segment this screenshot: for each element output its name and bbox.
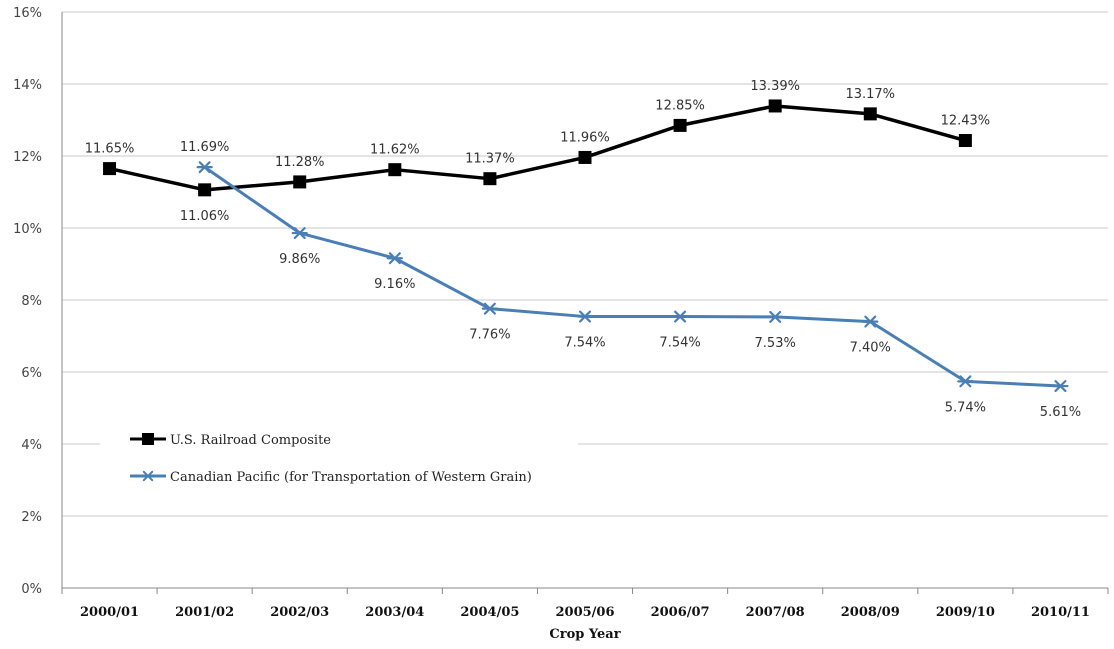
data-label: 5.61% bbox=[1040, 405, 1081, 420]
data-label: 7.54% bbox=[564, 336, 605, 351]
legend-marker bbox=[141, 470, 155, 482]
data-point bbox=[198, 183, 212, 197]
data-point bbox=[768, 99, 782, 113]
y-tick-label: 14% bbox=[13, 78, 42, 93]
y-tick-label: 10% bbox=[13, 222, 42, 237]
series-group: 11.65% 11.06% 11.28% 11.62% 11.37% 11.96% 12.8… bbox=[85, 79, 1081, 420]
data-label: 11.37% bbox=[465, 152, 515, 167]
x-tick-label: 2010/11 bbox=[1031, 605, 1090, 620]
x-tick-label: 2008/09 bbox=[841, 605, 900, 620]
data-label: 7.54% bbox=[659, 336, 700, 351]
x-tick-label: 2001/02 bbox=[175, 605, 234, 620]
data-point bbox=[291, 227, 308, 240]
data-label: 12.85% bbox=[655, 98, 705, 113]
y-tick-label: 8% bbox=[21, 294, 42, 309]
data-label: 5.74% bbox=[945, 400, 986, 415]
data-point bbox=[576, 310, 594, 323]
data-point bbox=[578, 150, 592, 164]
data-point bbox=[957, 375, 974, 388]
series-line bbox=[203, 165, 1061, 388]
y-tick-label: 16% bbox=[13, 6, 42, 21]
data-label: 11.62% bbox=[370, 143, 420, 158]
legend: U.S. Railroad Composite Canadian Pacific … bbox=[100, 418, 578, 500]
data-point bbox=[196, 161, 213, 174]
data-point bbox=[388, 163, 402, 177]
legend-background bbox=[100, 418, 578, 500]
legend-marker bbox=[142, 433, 154, 445]
data-label: 12.43% bbox=[941, 114, 991, 129]
x-tick-label: 2002/03 bbox=[270, 605, 329, 620]
data-label: 11.69% bbox=[180, 140, 230, 155]
x-tick-label: 2009/10 bbox=[936, 605, 995, 620]
x-axis-label: Crop Year bbox=[549, 627, 620, 642]
data-label: 11.65% bbox=[85, 142, 135, 157]
x-tick-label: 2003/04 bbox=[365, 605, 424, 620]
data-label: 7.76% bbox=[469, 328, 510, 343]
data-point bbox=[671, 310, 689, 323]
x-tick-label: 2000/01 bbox=[80, 605, 139, 620]
y-tick-label: 4% bbox=[21, 438, 42, 453]
data-label: 9.86% bbox=[279, 252, 320, 267]
data-point bbox=[483, 172, 497, 186]
x-tick-label: 2004/05 bbox=[460, 605, 519, 620]
y-tick-labels: 0% 2% 4% 6% 8% 10% 12% 14% 16% bbox=[13, 6, 42, 597]
y-tick-label: 0% bbox=[21, 582, 42, 597]
data-label: 13.17% bbox=[845, 87, 895, 102]
x-tick-label: 2005/06 bbox=[555, 605, 614, 620]
legend-label: Canadian Pacific (for Transportation of … bbox=[170, 470, 532, 485]
data-label: 7.53% bbox=[755, 336, 796, 351]
x-tick-labels: 2000/01 2001/02 2002/03 2003/04 2004/05 2005/… bbox=[61, 588, 1109, 620]
data-label: 11.28% bbox=[275, 155, 325, 170]
data-point bbox=[863, 107, 877, 121]
series-1: 11.69% 9.86% 9.16% 7.76% 7.54% 7.54% 7.53% 7.40… bbox=[180, 140, 1081, 420]
x-tick-label: 2007/08 bbox=[746, 605, 805, 620]
data-point bbox=[386, 252, 403, 265]
data-point bbox=[293, 175, 307, 189]
legend-label: U.S. Railroad Composite bbox=[170, 433, 331, 448]
series-0: 11.65% 11.06% 11.28% 11.62% 11.37% 11.96% 12.8… bbox=[85, 79, 990, 224]
data-label: 7.40% bbox=[850, 341, 891, 356]
x-tick-label: 2006/07 bbox=[651, 605, 710, 620]
y-tick-label: 2% bbox=[21, 510, 42, 525]
data-point bbox=[767, 310, 784, 323]
data-label: 9.16% bbox=[374, 277, 415, 292]
y-tick-label: 12% bbox=[13, 150, 42, 165]
data-point bbox=[673, 118, 687, 132]
data-label: 11.96% bbox=[560, 130, 610, 145]
data-label: 13.39% bbox=[750, 79, 800, 94]
y-tick-label: 6% bbox=[21, 366, 42, 381]
data-point bbox=[958, 134, 972, 148]
data-point bbox=[481, 302, 499, 315]
data-point bbox=[103, 162, 117, 176]
data-point bbox=[862, 315, 879, 328]
data-label: 11.06% bbox=[180, 209, 230, 224]
data-point bbox=[1052, 380, 1069, 393]
series-line bbox=[109, 104, 966, 192]
